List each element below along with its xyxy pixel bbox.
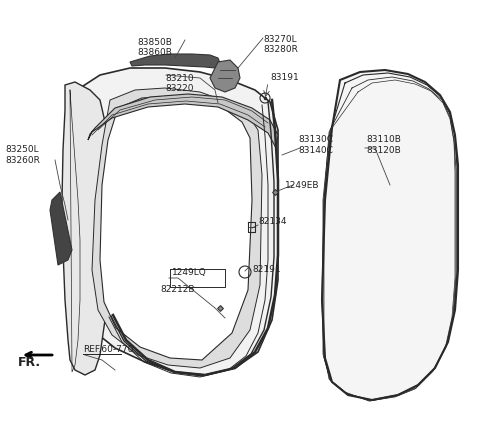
Text: REF.60-770: REF.60-770 (83, 346, 133, 354)
Polygon shape (100, 96, 252, 360)
Polygon shape (88, 94, 278, 148)
Polygon shape (130, 54, 220, 68)
Text: 83130C
83140C: 83130C 83140C (298, 135, 333, 155)
Text: 83850B
83860B: 83850B 83860B (138, 38, 172, 57)
Text: 82191: 82191 (252, 265, 281, 274)
Polygon shape (62, 82, 110, 375)
Polygon shape (92, 88, 262, 368)
Text: 83191: 83191 (270, 73, 299, 83)
Polygon shape (210, 60, 240, 92)
Text: 83210
83220: 83210 83220 (165, 74, 193, 93)
Text: 82134: 82134 (258, 218, 287, 226)
Polygon shape (322, 70, 458, 400)
Text: FR.: FR. (18, 355, 41, 368)
Text: 1249LQ: 1249LQ (172, 268, 207, 276)
Text: 83250L
83260R: 83250L 83260R (5, 145, 40, 165)
Text: 82212B: 82212B (160, 285, 194, 295)
Text: 83110B
83120B: 83110B 83120B (366, 135, 401, 155)
Polygon shape (68, 68, 278, 375)
Text: 83270L
83280R: 83270L 83280R (263, 35, 298, 54)
Polygon shape (50, 192, 72, 265)
Text: 1249EB: 1249EB (285, 181, 320, 190)
